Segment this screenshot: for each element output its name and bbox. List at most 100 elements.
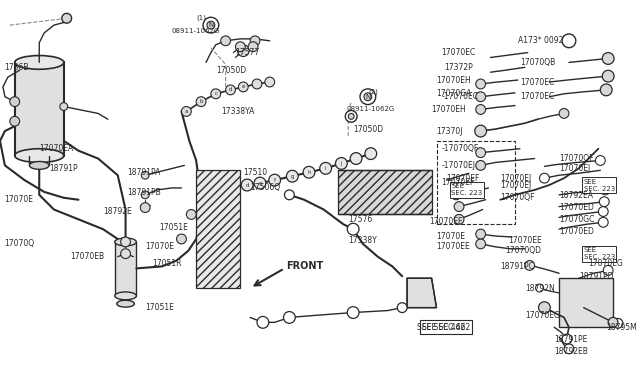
Text: d: d — [228, 87, 232, 92]
Text: 17070EE: 17070EE — [436, 242, 470, 251]
Text: 17051R: 17051R — [152, 259, 182, 268]
Circle shape — [602, 52, 614, 64]
Bar — [196, 170, 241, 288]
Circle shape — [562, 334, 572, 344]
Text: 17070EB: 17070EB — [70, 252, 105, 261]
Text: 17577: 17577 — [236, 48, 260, 57]
Text: FRONT: FRONT — [287, 262, 324, 272]
Text: N: N — [365, 94, 371, 100]
Circle shape — [600, 84, 612, 96]
Text: SEE
SEC. 223: SEE SEC. 223 — [451, 183, 483, 196]
Text: 17070EF: 17070EF — [442, 177, 475, 187]
Circle shape — [121, 237, 131, 247]
Circle shape — [10, 97, 20, 106]
Bar — [115, 242, 136, 296]
Circle shape — [348, 113, 354, 119]
Text: 1736B: 1736B — [4, 63, 28, 72]
Circle shape — [564, 344, 574, 354]
Text: 17510: 17510 — [243, 168, 268, 177]
Circle shape — [140, 203, 150, 212]
Text: SEE SEC.462: SEE SEC.462 — [417, 323, 465, 332]
Text: 18792E: 18792E — [103, 207, 132, 216]
Circle shape — [287, 170, 298, 182]
Text: 17070ED: 17070ED — [559, 227, 594, 235]
Circle shape — [476, 229, 486, 239]
Circle shape — [454, 214, 464, 224]
Circle shape — [360, 89, 376, 105]
Circle shape — [350, 153, 362, 164]
Circle shape — [284, 312, 295, 323]
Circle shape — [207, 21, 215, 29]
Text: 17070E: 17070E — [4, 195, 33, 204]
Circle shape — [241, 179, 253, 191]
Circle shape — [141, 191, 149, 199]
Circle shape — [250, 36, 260, 46]
Circle shape — [141, 171, 149, 179]
Text: (2): (2) — [369, 89, 379, 95]
Circle shape — [540, 173, 549, 183]
Text: 17070EA: 17070EA — [39, 144, 74, 153]
Circle shape — [559, 109, 569, 118]
Circle shape — [365, 148, 377, 160]
Polygon shape — [407, 278, 436, 308]
Circle shape — [226, 85, 236, 95]
Circle shape — [211, 89, 221, 99]
Text: 17070GC: 17070GC — [559, 215, 595, 224]
Circle shape — [602, 70, 614, 82]
Text: e: e — [259, 180, 262, 186]
Text: 17050D: 17050D — [353, 125, 383, 134]
Circle shape — [476, 148, 486, 158]
Circle shape — [397, 303, 407, 312]
Circle shape — [238, 82, 248, 92]
Circle shape — [10, 116, 20, 126]
Bar — [15, 62, 64, 155]
Ellipse shape — [15, 149, 64, 163]
Circle shape — [454, 202, 464, 212]
Text: b: b — [199, 99, 203, 104]
Text: 17070QF: 17070QF — [559, 154, 594, 163]
Circle shape — [254, 177, 266, 189]
Text: 17372P: 17372P — [444, 63, 473, 72]
Text: 18795M: 18795M — [606, 323, 637, 332]
Circle shape — [346, 110, 357, 122]
Circle shape — [476, 105, 486, 115]
Text: 17070EJ: 17070EJ — [559, 164, 590, 173]
Text: (1): (1) — [196, 14, 206, 20]
Text: A173* 0092: A173* 0092 — [518, 36, 563, 45]
Text: 17070Q: 17070Q — [4, 239, 34, 248]
Circle shape — [121, 249, 131, 259]
Circle shape — [257, 317, 269, 328]
Text: d: d — [246, 183, 249, 187]
Circle shape — [196, 97, 206, 106]
Circle shape — [284, 190, 294, 200]
Text: 17070EH: 17070EH — [431, 105, 467, 114]
Circle shape — [221, 36, 230, 46]
Text: 18792N: 18792N — [525, 283, 554, 292]
Circle shape — [348, 223, 359, 235]
Circle shape — [595, 155, 605, 166]
Text: a: a — [184, 109, 188, 114]
Text: 17070EC: 17070EC — [442, 48, 476, 57]
Text: 17506Q: 17506Q — [250, 183, 280, 192]
Circle shape — [248, 42, 258, 52]
Text: 17051E: 17051E — [145, 303, 174, 312]
Circle shape — [600, 185, 610, 195]
Text: 17070EJ: 17070EJ — [500, 174, 532, 183]
Circle shape — [476, 79, 486, 89]
Text: 17070EC: 17070EC — [520, 92, 554, 101]
Ellipse shape — [115, 292, 136, 300]
Text: h: h — [307, 170, 311, 175]
Text: 17070EG: 17070EG — [525, 311, 559, 320]
Text: 08911-1062G: 08911-1062G — [346, 106, 394, 112]
Circle shape — [335, 158, 348, 169]
Circle shape — [538, 302, 550, 314]
Text: 17070E: 17070E — [145, 242, 174, 251]
Text: SEE SEC.462: SEE SEC.462 — [422, 323, 470, 332]
Circle shape — [562, 34, 576, 48]
Text: 17070GA: 17070GA — [436, 89, 472, 98]
Text: 17070EJ: 17070EJ — [500, 180, 532, 189]
Text: 18792EA: 18792EA — [559, 191, 593, 200]
Circle shape — [475, 125, 486, 137]
Bar — [339, 170, 431, 214]
Circle shape — [320, 163, 332, 174]
